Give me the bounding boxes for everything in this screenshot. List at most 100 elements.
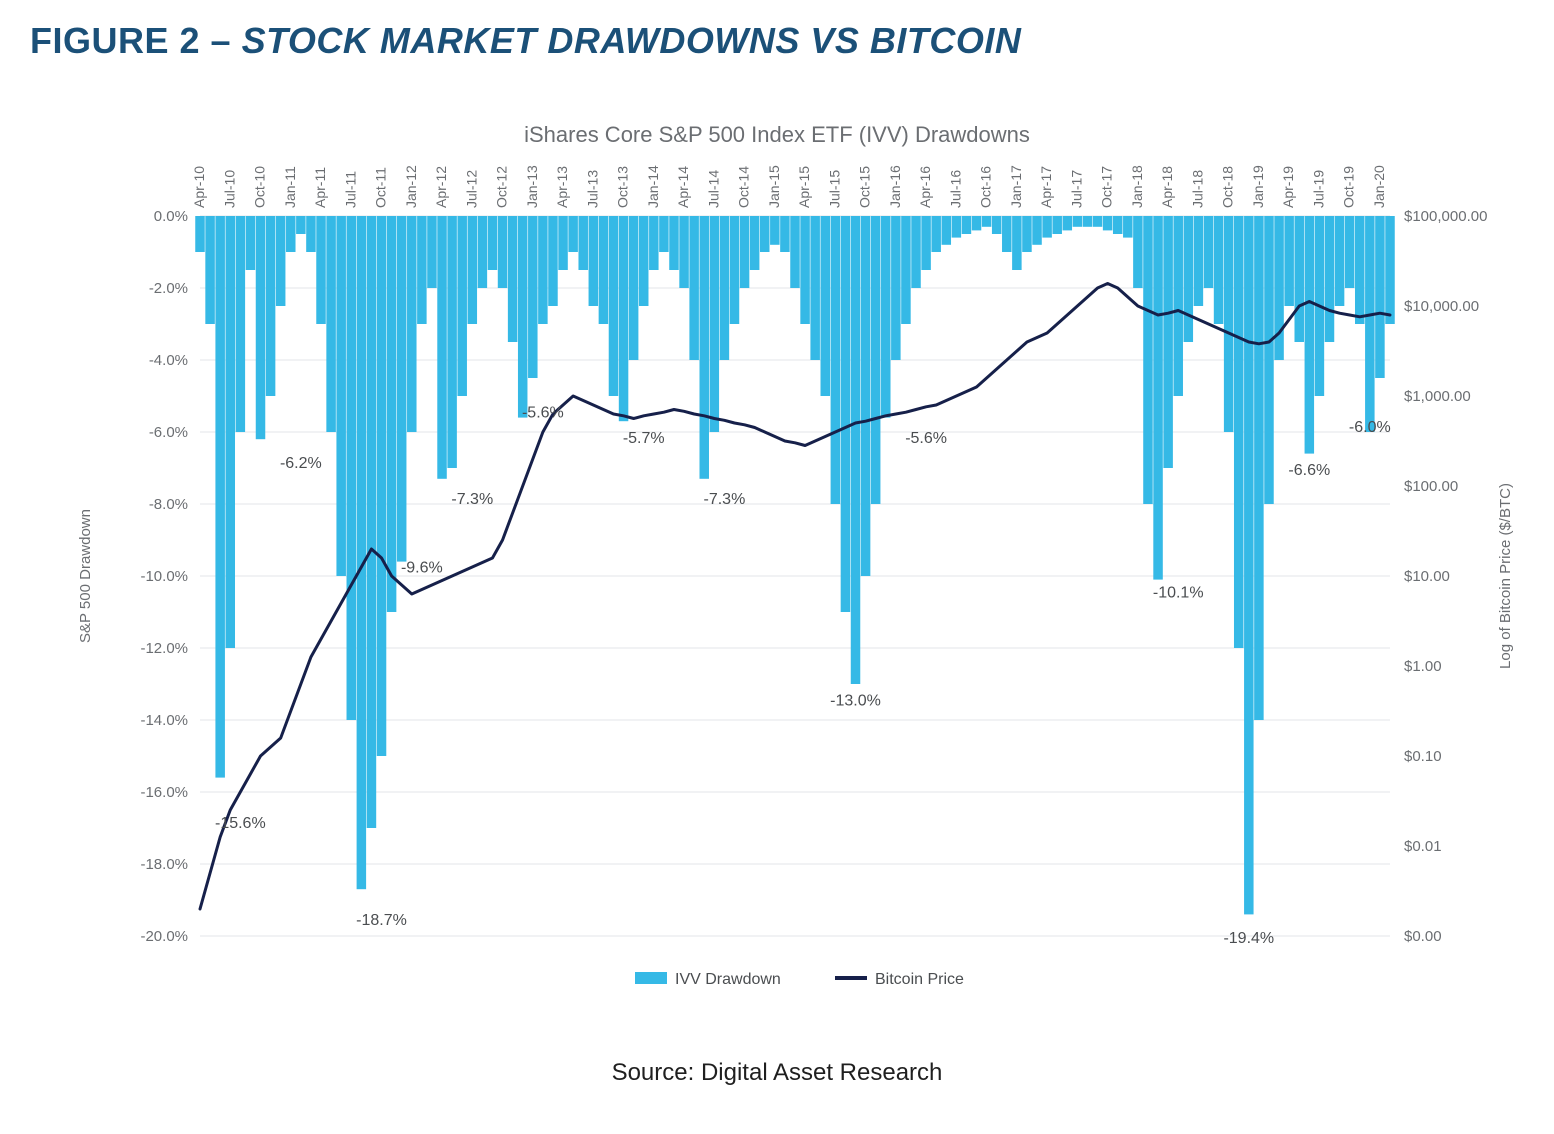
x-tick: Jul-19 <box>1310 170 1326 208</box>
drawdown-bar <box>357 216 367 889</box>
x-tick: Jan-12 <box>403 165 419 208</box>
drawdown-bar <box>649 216 659 270</box>
drawdown-bar <box>760 216 770 252</box>
drawdown-bar <box>800 216 810 324</box>
drawdown-bar <box>195 216 205 252</box>
drawdown-bar <box>1083 216 1093 227</box>
drawdown-bar <box>548 216 558 306</box>
drawdown-annotation: -19.4% <box>1223 930 1274 947</box>
y-left-tick: 0.0% <box>154 208 188 225</box>
x-tick: Jul-10 <box>221 170 237 208</box>
x-tick: Jan-14 <box>645 165 661 208</box>
x-tick: Apr-11 <box>312 167 328 208</box>
drawdown-bar <box>710 216 720 432</box>
drawdown-bar <box>266 216 276 396</box>
drawdown-bar <box>679 216 689 288</box>
figure-title: FIGURE 2 – STOCK MARKET DRAWDOWNS VS BIT… <box>30 20 1524 62</box>
drawdown-bar <box>780 216 790 252</box>
drawdown-bar <box>316 216 326 324</box>
drawdown-bar <box>498 216 508 288</box>
x-tick: Apr-12 <box>433 166 449 208</box>
drawdown-bar <box>256 216 266 439</box>
drawdown-bar <box>1294 216 1304 342</box>
drawdown-bar <box>1063 216 1073 230</box>
x-tick: Apr-17 <box>1038 166 1054 208</box>
chart-title: iShares Core S&P 500 Index ETF (IVV) Dra… <box>30 122 1524 148</box>
y-left-tick: -4.0% <box>149 352 188 369</box>
drawdown-bar <box>1103 216 1113 230</box>
x-tick: Jul-18 <box>1189 170 1205 208</box>
drawdown-bar <box>1173 216 1183 396</box>
drawdown-annotation: -15.6% <box>215 815 266 832</box>
y-right-tick: $0.00 <box>1404 928 1442 945</box>
drawdown-bar <box>518 216 528 418</box>
y-left-tick: -2.0% <box>149 280 188 297</box>
drawdown-bar <box>629 216 639 360</box>
drawdown-bar <box>639 216 649 306</box>
y-right-tick: $0.01 <box>1404 838 1442 855</box>
drawdown-annotation: -5.6% <box>522 405 564 422</box>
x-tick: Oct-16 <box>978 166 994 208</box>
x-tick: Jul-15 <box>826 170 842 208</box>
drawdown-bar <box>730 216 740 324</box>
drawdown-bar <box>992 216 1002 234</box>
drawdown-bar <box>568 216 578 252</box>
drawdown-bar <box>1073 216 1083 227</box>
y-left-tick: -10.0% <box>140 568 188 585</box>
drawdown-bar <box>336 216 346 576</box>
drawdown-bar <box>1274 216 1284 360</box>
drawdown-bar <box>790 216 800 288</box>
figure-title-suffix: STOCK MARKET DRAWDOWNS VS BITCOIN <box>242 20 1022 61</box>
legend-label: Bitcoin Price <box>875 971 964 988</box>
drawdown-bar <box>921 216 931 270</box>
x-tick: Jan-15 <box>766 165 782 208</box>
y-left-tick: -12.0% <box>140 640 188 657</box>
drawdown-bar <box>962 216 972 234</box>
drawdown-bar <box>296 216 306 234</box>
x-tick: Apr-16 <box>917 166 933 208</box>
drawdown-bar <box>1153 216 1163 580</box>
x-tick: Oct-17 <box>1099 166 1115 208</box>
drawdown-bar <box>407 216 417 432</box>
drawdown-bar <box>397 216 407 562</box>
drawdown-bar <box>972 216 982 230</box>
drawdown-bar <box>578 216 588 270</box>
drawdown-bar <box>488 216 498 270</box>
drawdown-annotation: -7.3% <box>451 491 493 508</box>
x-tick: Jan-17 <box>1008 165 1024 208</box>
y-left-tick: -16.0% <box>140 784 188 801</box>
x-tick: Apr-19 <box>1280 166 1296 208</box>
drawdown-bar <box>558 216 568 270</box>
drawdown-bar <box>1113 216 1123 234</box>
x-tick: Jan-19 <box>1250 165 1266 208</box>
drawdown-bar <box>427 216 437 288</box>
drawdown-bar <box>1143 216 1153 504</box>
drawdown-bar <box>589 216 599 306</box>
drawdown-annotation: -6.6% <box>1288 462 1330 479</box>
y-right-tick: $100,000.00 <box>1404 208 1487 225</box>
y-right-tick: $10.00 <box>1404 568 1450 585</box>
legend-swatch <box>635 972 667 984</box>
y-left-tick: -18.0% <box>140 856 188 873</box>
drawdown-bar <box>1123 216 1133 238</box>
drawdown-bar <box>911 216 921 288</box>
y-left-tick: -20.0% <box>140 928 188 945</box>
drawdown-bar <box>619 216 629 421</box>
drawdown-annotation: -6.2% <box>280 455 322 472</box>
drawdown-bar <box>871 216 881 504</box>
drawdown-bar <box>447 216 457 468</box>
drawdown-bar <box>770 216 780 245</box>
x-tick: Jan-18 <box>1129 165 1145 208</box>
drawdown-annotation: -7.3% <box>704 491 746 508</box>
y-right-tick: $1,000.00 <box>1404 388 1471 405</box>
drawdown-bar <box>326 216 336 432</box>
drawdown-bar <box>982 216 992 227</box>
x-tick: Oct-13 <box>615 166 631 208</box>
y-right-tick: $1.00 <box>1404 658 1442 675</box>
x-tick: Jan-20 <box>1371 165 1387 208</box>
drawdown-bar <box>1194 216 1204 306</box>
x-tick: Jul-16 <box>947 170 963 208</box>
drawdown-bar <box>720 216 730 360</box>
drawdown-bar <box>1032 216 1042 245</box>
drawdown-annotation: -13.0% <box>830 693 881 710</box>
